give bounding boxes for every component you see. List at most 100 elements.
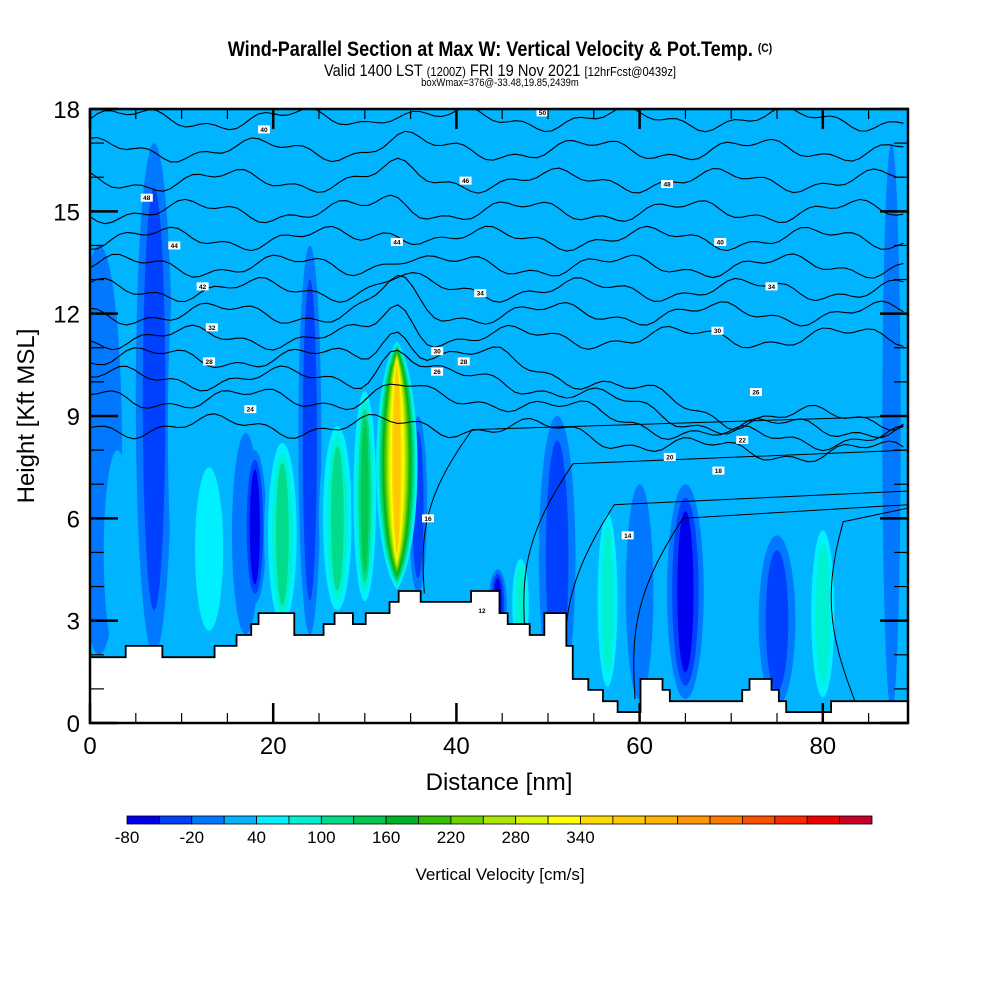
contour-label-text: 24 [247,407,255,414]
theta-contour-line [422,415,908,594]
y-tick-label: 0 [67,711,80,738]
contour-label-text: 44 [393,240,401,247]
y-tick-label: 12 [53,302,80,329]
copyright-mark: (C) [757,41,773,55]
colorbar-tick-label: 160 [372,828,400,847]
colorbar-tick-label: 220 [437,828,465,847]
terrain [90,590,908,723]
colorbar-swatch [742,815,776,825]
contour-label-text: 12 [478,608,486,615]
colorbar-tick-label: 280 [502,828,530,847]
velocity-cell [103,450,132,655]
colorbar-swatch [158,815,193,825]
contour-label: 14 [621,531,634,540]
x-tick-label: 60 [626,733,653,760]
colorbar-swatch [353,815,387,825]
theta-contour-line [523,449,908,638]
x-tick-label: 40 [443,733,470,760]
colorbar-swatch [806,815,841,825]
colorbar-swatch [223,815,257,825]
x-tick-label: 0 [83,733,96,760]
colorbar-tick-label: -20 [179,828,204,847]
theta-contour-line [633,504,908,700]
y-tick-label: 6 [67,506,80,533]
contour-label: 16 [422,514,435,523]
theta-contour-line [90,109,904,133]
colorbar-swatch [191,815,225,825]
theta-contour-line [90,331,904,431]
valid-date: FRI 19 Nov 2021 [469,61,581,80]
contour-label: 48 [140,193,153,202]
colorbar-swatch [320,815,355,825]
contour-label-text: 50 [539,110,547,117]
contour-label-text: 28 [460,359,468,366]
theta-contour-line [90,194,904,225]
velocity-cell [302,279,317,601]
colorbar-swatch [774,815,808,825]
contour-label: 40 [714,238,727,247]
contour-label-text: 30 [714,328,722,335]
y-axis-label: Height [Kft MSL] [13,329,40,504]
contour-label-text: 26 [752,390,760,397]
contour-label: 26 [431,367,444,376]
velocity-cell [360,418,369,574]
theta-contour-line [90,157,904,194]
contour-label: 30 [711,326,724,335]
axes: 0 20 40 60 80 0 3 6 9 12 15 18 [53,97,908,760]
colorbar-swatch [418,815,452,825]
contour-label: 28 [457,357,470,366]
contour-label-text: 34 [768,284,776,291]
contour-labels: 40 50 48 46 48 44 44 40 42 34 34 32 30 28 30 28 26 26 24 22… [140,109,778,615]
colorbar-swatch [644,815,679,825]
contour-label-text: 22 [739,437,747,444]
contour-label: 42 [196,282,209,291]
contour-label: 50 [536,109,549,117]
contour-label: 20 [663,452,676,461]
plot-area: 40 50 48 46 48 44 44 40 42 34 34 32 30 28 30 28 26 26 24 22… [90,109,908,723]
y-tick-label: 15 [53,199,80,226]
chart-title: Wind-Parallel Section at Max W: Vertical… [70,38,930,62]
contour-label-text: 20 [666,454,674,461]
velocity-cell [249,469,260,585]
valid-time-utc: (1200Z) [426,64,466,79]
contour-label-text: 28 [205,359,213,366]
theta-contour-line [90,253,904,279]
x-tick-label: 80 [809,733,836,760]
box-wmax-info: boxWmax=376@-33.48,19.85,2439m [421,77,579,89]
velocity-cell [515,565,526,642]
title-text: Wind-Parallel Section at Max W: Vertical… [227,38,753,61]
colorbar-tick-label: 340 [566,828,594,847]
contour-label: 46 [459,176,472,185]
x-axis-label: Distance [nm] [426,769,573,796]
forecast-info: [12hrFcst@0439z] [584,64,677,79]
colorbar-swatch [450,815,484,825]
y-tick-label: 9 [67,404,80,431]
updraft-core [376,340,418,590]
velocity-cell [677,511,694,673]
colorbar: -80 -20 40 100 160 220 280 340 [115,815,873,847]
contour-label-text: 18 [715,468,723,475]
y-tick-label: 3 [67,609,80,636]
contour-label-text: 30 [434,349,442,356]
theta-contours [90,109,908,713]
theta-contour-line [90,413,904,463]
contour-label: 32 [205,323,218,332]
terrain-profile [90,590,908,723]
colorbar-swatch [677,815,711,825]
velocity-cell [815,542,830,686]
valid-time-local: Valid 1400 LST [323,61,423,80]
contour-label-text: 26 [434,369,442,376]
contour-label: 48 [661,180,674,189]
contour-label: 30 [431,347,444,356]
contour-label: 24 [244,405,257,414]
contour-label-text: 42 [199,284,207,291]
velocity-cell [708,518,736,706]
colorbar-swatch [126,815,160,825]
contour-label: 34 [474,289,487,298]
contour-label: 12 [476,606,489,615]
colorbar-swatch [482,815,517,825]
velocity-cell [765,550,789,692]
contour-label-text: 40 [260,127,268,134]
colorbar-swatch [385,815,419,825]
